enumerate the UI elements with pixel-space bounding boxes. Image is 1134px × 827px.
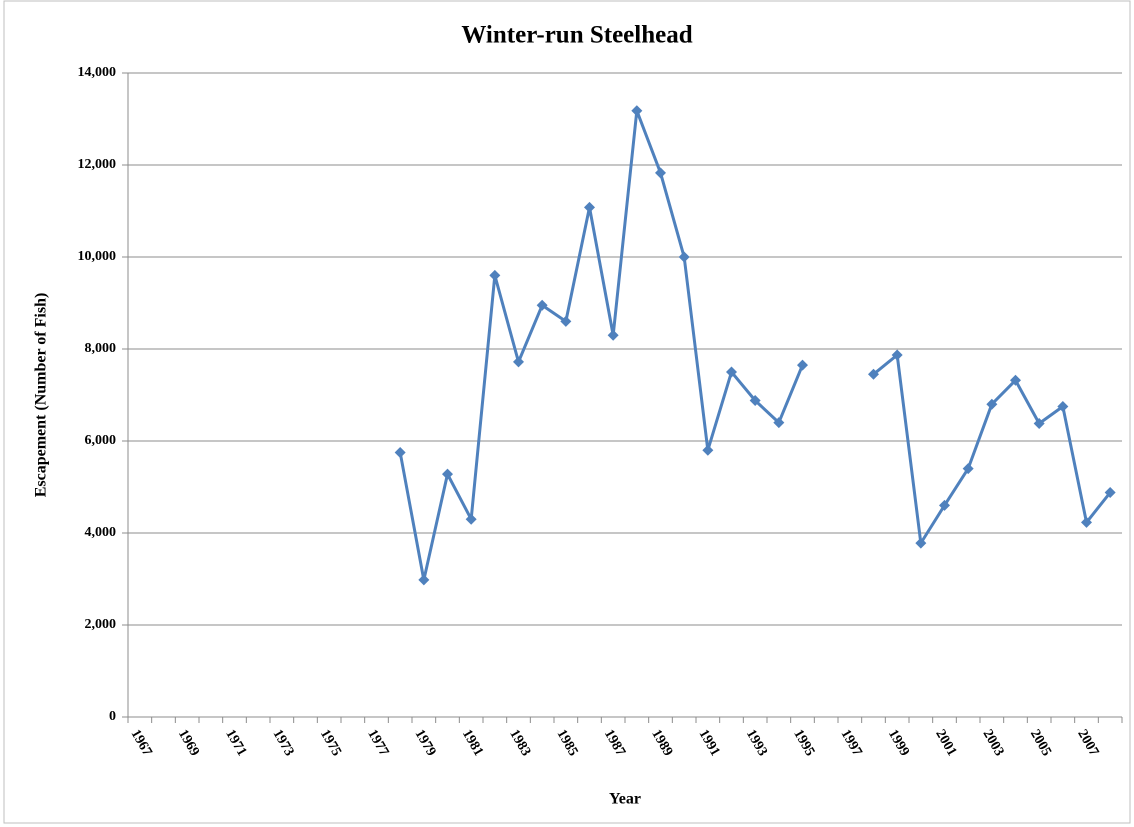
data-marker xyxy=(891,349,903,361)
chart-title: Winter-run Steelhead xyxy=(461,22,692,49)
data-marker xyxy=(726,366,737,378)
y-tick-label: 8,000 xyxy=(85,341,117,356)
data-marker xyxy=(986,398,998,410)
y-tick-label: 4,000 xyxy=(85,525,117,540)
data-marker xyxy=(797,359,808,371)
data-marker xyxy=(1081,516,1092,528)
data-marker xyxy=(702,444,714,456)
y-tick-label: 14,000 xyxy=(78,65,117,80)
y-tick-label: 6,000 xyxy=(85,433,117,448)
y-tick-label: 10,000 xyxy=(78,249,117,264)
data-marker xyxy=(1010,374,1021,386)
data-marker xyxy=(418,574,430,586)
y-tick-label: 12,000 xyxy=(78,157,117,172)
data-marker xyxy=(1104,487,1116,499)
data-marker xyxy=(1057,401,1069,412)
y-tick-label: 2,000 xyxy=(85,617,117,632)
data-marker xyxy=(868,368,879,380)
y-tick-label: 0 xyxy=(109,709,116,724)
data-marker xyxy=(939,499,950,511)
data-marker xyxy=(631,105,643,117)
data-marker xyxy=(773,417,785,429)
data-marker xyxy=(962,463,974,475)
data-marker xyxy=(394,447,406,458)
data-marker xyxy=(584,201,595,213)
y-axis-label: Escapement (Number of Fish) xyxy=(33,293,50,498)
data-marker xyxy=(560,315,572,327)
data-marker xyxy=(513,356,524,368)
data-marker xyxy=(915,537,927,549)
data-marker xyxy=(749,395,761,407)
data-marker xyxy=(655,167,666,179)
data-marker xyxy=(1033,418,1045,430)
x-axis-label: Year xyxy=(609,791,641,808)
data-marker xyxy=(442,468,453,480)
chart-border xyxy=(3,0,1131,824)
data-marker xyxy=(465,513,477,525)
data-marker xyxy=(678,251,690,263)
data-marker xyxy=(607,329,619,341)
data-marker xyxy=(536,299,548,311)
data-marker xyxy=(489,269,501,281)
